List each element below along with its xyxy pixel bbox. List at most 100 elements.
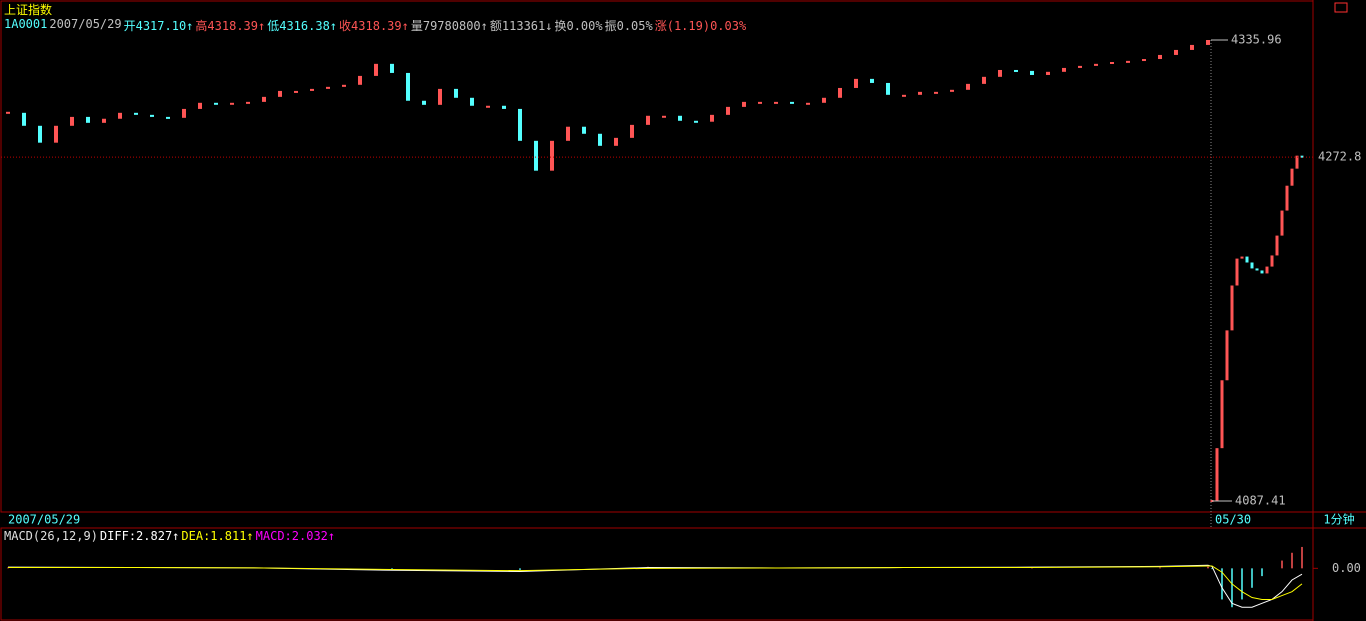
candle [70,116,74,126]
candle [326,86,330,89]
candle [230,102,234,105]
candle [646,115,650,125]
candle [454,88,458,98]
macd-title: MACD(26,12,9) [4,529,98,543]
candle [1215,448,1219,501]
candle [566,126,570,141]
candle [134,112,138,115]
quote-field: 1A0001 [4,17,48,31]
candle [438,88,442,105]
candle [1142,59,1146,62]
quote-field: 涨(1.19)0.03% [654,19,747,33]
quote-field: 2007/05/29 [49,17,122,31]
candle [1030,70,1034,75]
candle [502,105,506,109]
candle [518,108,522,141]
quote-field: 换0.00% [554,19,603,33]
quote-header: 1A0001 2007/05/29 开4317.10↑ 高4318.39↑ 低4316.… [4,17,746,34]
candle [6,111,10,114]
candle [1235,258,1239,286]
candle [726,106,730,115]
quote-field: 收4318.39↑ [339,19,409,33]
candle [854,78,858,88]
quote-field: 额113361↓ [489,19,553,33]
candle [358,75,362,85]
candle [902,94,906,97]
macd-field: MACD:2.032↑ [255,529,336,543]
candle [678,115,682,121]
candle [1174,49,1178,55]
candle [710,114,714,122]
quote-field: 低4316.38↑ [267,19,338,33]
macd-dea-line [8,565,1303,600]
candle [86,116,90,123]
candle [1280,210,1284,236]
candle [1300,155,1304,158]
candle [38,125,42,143]
candle [598,133,602,146]
macd-field: DIFF:2.827↑ [99,529,180,543]
macd-diff-line [7,564,1303,608]
candle [1260,270,1264,274]
candle [934,91,938,94]
candle [982,76,986,84]
candle [1290,168,1294,186]
candle [486,105,490,108]
quote-field: 高4318.39↑ [195,19,266,33]
candle [790,101,794,104]
candle [310,88,314,91]
candle [1078,65,1082,68]
quote-field: 振0.05% [604,19,653,33]
index-title: 上证指数 [4,3,53,17]
candle [1295,155,1299,169]
candle [1275,235,1279,256]
candle [550,140,554,171]
candle [1062,67,1066,72]
min-label: 4087.41 [1235,494,1286,508]
candle [1046,71,1050,75]
candle [1250,262,1254,269]
macd-tick-label: 0.00 [1332,561,1361,575]
candle [246,101,250,104]
candle [422,100,426,105]
candle [1094,63,1098,66]
title-row: 上证指数 [4,1,52,18]
candle [742,101,746,107]
candle [950,89,954,92]
candle [278,90,282,97]
candle [390,63,394,73]
candle [886,82,890,95]
candle [1285,185,1289,211]
macd-field: DEA:1.811↑ [181,529,254,543]
candle [758,101,762,104]
candle [694,120,698,123]
candle [1225,330,1229,381]
candle [150,114,154,117]
candle [630,124,634,138]
main-panel-border [0,0,1314,513]
candle [1110,61,1114,64]
candle [406,72,410,101]
candle [470,97,474,106]
candle [1240,256,1244,259]
quote-field: 开4317.10↑ [123,19,194,33]
candle [918,91,922,95]
candle [118,112,122,119]
candle [1206,40,1210,45]
candle [1126,60,1130,63]
interval-label[interactable]: 1分钟 [1323,512,1354,527]
window-button[interactable] [1334,2,1348,13]
candle [1270,255,1274,267]
macd-header: MACD(26,12,9) DIFF:2.827↑ DEA:1.811↑ MACD:… [4,529,335,543]
candle [374,63,378,76]
max-label: 4335.96 [1231,33,1282,47]
candle [966,83,970,90]
candle [1255,268,1259,271]
candle [1245,256,1249,263]
candle [54,125,58,143]
candle [838,87,842,98]
last-price-label: 4272.8 [1318,150,1361,164]
candle [166,116,170,119]
candle [614,137,618,146]
